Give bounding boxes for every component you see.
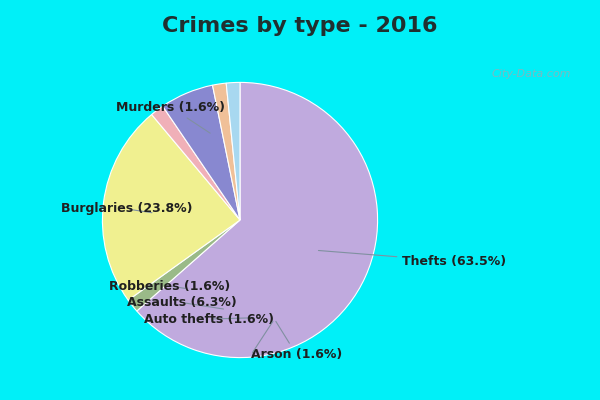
- Text: City-Data.com: City-Data.com: [491, 69, 571, 79]
- Text: Murders (1.6%): Murders (1.6%): [116, 101, 225, 133]
- Text: Crimes by type - 2016: Crimes by type - 2016: [162, 16, 438, 36]
- Wedge shape: [226, 82, 240, 220]
- Wedge shape: [152, 106, 240, 220]
- Text: Robberies (1.6%): Robberies (1.6%): [109, 280, 230, 292]
- Text: Thefts (63.5%): Thefts (63.5%): [319, 250, 506, 268]
- Text: Assaults (6.3%): Assaults (6.3%): [127, 296, 237, 309]
- Wedge shape: [163, 85, 240, 220]
- Text: Auto thefts (1.6%): Auto thefts (1.6%): [143, 312, 274, 326]
- Wedge shape: [137, 82, 377, 358]
- Wedge shape: [128, 220, 240, 311]
- Text: Arson (1.6%): Arson (1.6%): [251, 322, 342, 361]
- Wedge shape: [212, 83, 240, 220]
- Wedge shape: [103, 114, 240, 300]
- Text: Burglaries (23.8%): Burglaries (23.8%): [61, 202, 193, 216]
